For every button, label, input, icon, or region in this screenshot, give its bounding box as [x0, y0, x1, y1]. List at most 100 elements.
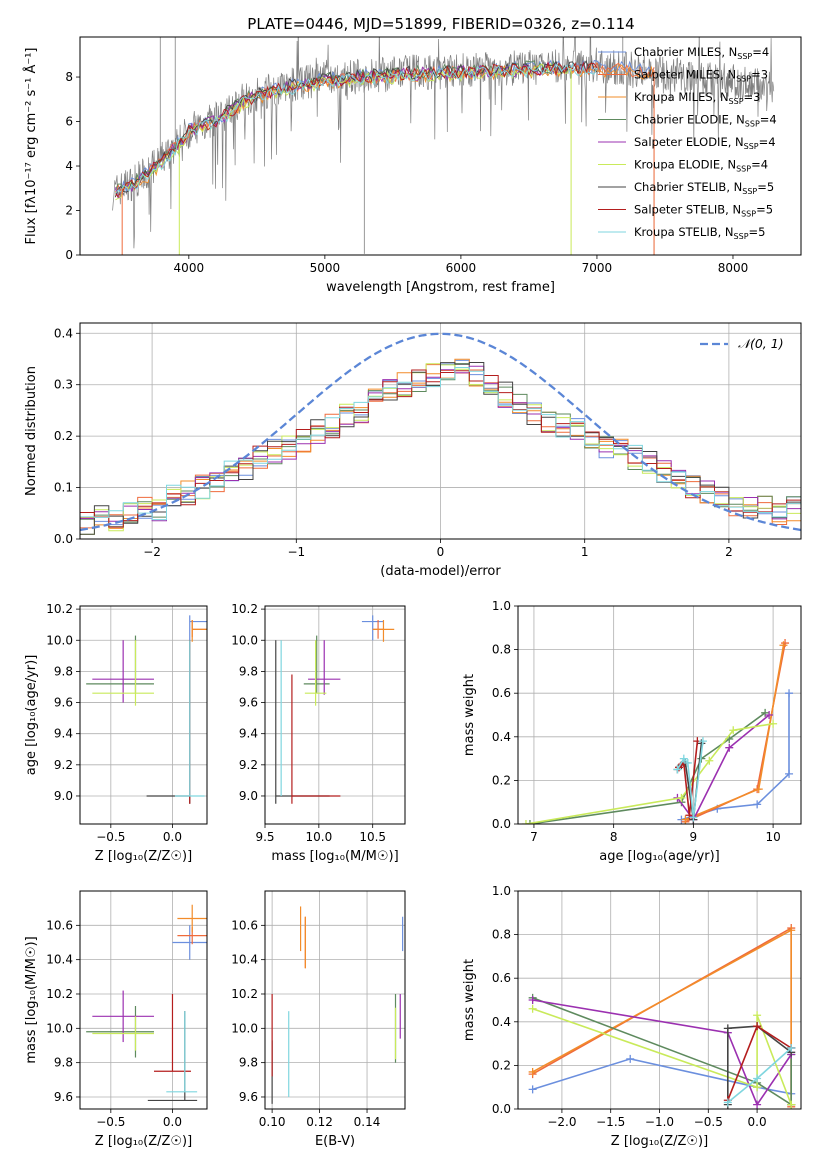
y-tick-label: 9.6 — [54, 1090, 73, 1104]
x-axis-label: (data-model)/error — [380, 564, 501, 579]
figure-title: PLATE=0446, MJD=51899, FIBERID=0326, z=0… — [247, 15, 634, 33]
y-tick-label: 0.2 — [492, 1058, 511, 1072]
axes-age_vs_Z: −0.5 0.0 9.0 9.2 9.4 9.6 9.8 10.0 10.2 Z [log₁₀(Z… — [24, 602, 208, 864]
series-line — [532, 1048, 792, 1095]
series-point — [753, 800, 762, 809]
series-line — [678, 741, 699, 816]
y-tick-label: 1.0 — [492, 884, 511, 898]
x-tick-label: −1.0 — [645, 1115, 674, 1129]
y-axis-label: age [log₁₀(age/yr)] — [24, 655, 39, 776]
series-point — [626, 1054, 635, 1063]
x-tick-label: −2 — [143, 545, 161, 559]
y-tick-label: 9.2 — [239, 758, 258, 772]
x-tick-label: −1 — [287, 545, 305, 559]
axes-weight_vs_age: 7 8 9 10 0.0 0.2 0.4 0.6 0.8 1.0 age [log₁₀(age/yr… — [462, 599, 802, 864]
y-tick-label: 2 — [65, 204, 73, 218]
data-spectrum — [112, 37, 775, 249]
series-point — [723, 1024, 732, 1033]
x-tick-label: −0.5 — [96, 830, 125, 844]
series-point — [754, 785, 763, 794]
series-point — [683, 758, 692, 767]
y-axis-label: Normed distribution — [24, 366, 39, 496]
x-tick-label: 0 — [437, 545, 445, 559]
series-line — [676, 714, 770, 822]
y-tick-label: 10.0 — [46, 1021, 73, 1035]
axes-mass_vs_EBV: 0.10 0.12 0.14 9.6 9.8 10.0 10.2 10.4 10.6 E(B-V) — [231, 890, 406, 1149]
series-point — [729, 726, 738, 735]
y-tick-label: 1.0 — [492, 599, 511, 613]
series-point — [725, 743, 734, 752]
x-tick-label: 0.0 — [163, 830, 182, 844]
series-point — [528, 1004, 537, 1013]
y-tick-label: 0.0 — [492, 817, 511, 831]
series-point — [765, 711, 774, 719]
x-tick-label: 7 — [530, 830, 538, 844]
legend-label: Salpeter MILES, NSSP=3 — [634, 68, 768, 84]
plot-area — [112, 37, 775, 255]
legend-label: Salpeter ELODIE, NSSP=4 — [634, 135, 776, 151]
x-tick-label: 8 — [610, 830, 618, 844]
axes-frame — [79, 605, 208, 825]
model-spectrum — [114, 60, 598, 198]
model-spectrum — [114, 63, 655, 199]
series-point — [787, 1043, 796, 1052]
series-point — [787, 1100, 796, 1109]
x-axis-label: E(B-V) — [315, 1134, 355, 1149]
legend-label: Chabrier STELIB, NSSP=5 — [634, 180, 774, 196]
y-tick-label: 0.4 — [54, 326, 73, 340]
y-tick-label: 9.2 — [54, 758, 73, 772]
axes-frame — [264, 605, 406, 825]
series-point — [521, 820, 530, 824]
legend-label: 𝒩(0, 1) — [738, 336, 784, 351]
series-point — [528, 1067, 537, 1076]
residual-histogram — [80, 367, 801, 539]
y-tick-label: 9.4 — [239, 727, 258, 741]
y-tick-label: 9.8 — [54, 664, 73, 678]
y-tick-label: 9.8 — [239, 664, 258, 678]
x-tick-label: 10 — [765, 830, 780, 844]
x-tick-label: −0.5 — [96, 1115, 125, 1129]
y-tick-label: 10.2 — [46, 987, 73, 1001]
x-tick-label: 2 — [725, 545, 733, 559]
legend-label: Chabrier MILES, NSSP=4 — [634, 45, 769, 61]
axes-frame — [79, 890, 208, 1110]
y-tick-label: 0.2 — [54, 429, 73, 443]
y-tick-label: 10.2 — [231, 987, 258, 1001]
series-point — [679, 754, 688, 763]
series-point — [753, 1011, 762, 1020]
x-tick-label: 1 — [581, 545, 589, 559]
y-tick-label: 0.6 — [492, 971, 511, 985]
x-tick-label: 0.12 — [306, 1115, 333, 1129]
series-line — [727, 1025, 792, 1101]
x-tick-label: 10.5 — [359, 830, 386, 844]
x-tick-label: 4000 — [174, 261, 205, 275]
series-point — [698, 737, 707, 746]
y-axis-label: mass weight — [462, 959, 477, 1041]
series-point — [677, 793, 686, 802]
x-axis-label: Z [log₁₀(Z/Z☉)] — [95, 849, 192, 864]
y-tick-label: 10.4 — [46, 953, 73, 967]
x-tick-label: 9 — [690, 830, 698, 844]
y-tick-label: 4 — [65, 159, 73, 173]
plot-area — [518, 891, 801, 1109]
y-tick-label: 9.4 — [54, 727, 73, 741]
x-tick-label: 0.14 — [354, 1115, 381, 1129]
series-point — [787, 926, 796, 935]
series-point — [528, 1085, 537, 1094]
x-tick-label: 0.10 — [259, 1115, 286, 1129]
y-tick-label: 10.6 — [231, 918, 258, 932]
series-line — [525, 722, 774, 824]
series-point — [528, 996, 537, 1004]
axes-frame — [79, 322, 802, 540]
series-point — [689, 813, 698, 822]
y-tick-label: 0.0 — [54, 532, 73, 546]
y-tick-label: 0.2 — [492, 773, 511, 787]
y-tick-label: 10.0 — [46, 633, 73, 647]
y-tick-label: 0.8 — [492, 928, 511, 942]
y-tick-label: 10.4 — [231, 953, 258, 967]
model-spectrum — [114, 61, 571, 199]
legend-label: Kroupa STELIB, NSSP=5 — [634, 225, 765, 241]
y-tick-label: 0 — [65, 248, 73, 262]
axes-frame — [79, 36, 802, 256]
